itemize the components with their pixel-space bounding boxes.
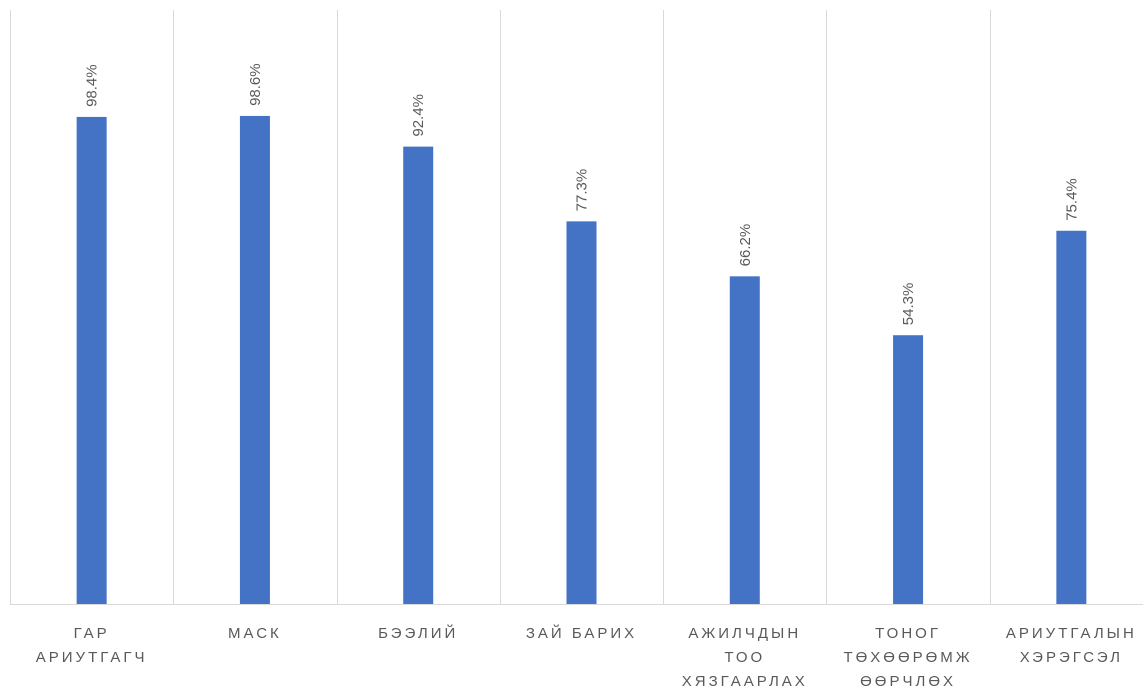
category-label-line: ЗАЙ БАРИХ: [526, 624, 637, 642]
data-label: 77.3%: [574, 169, 591, 212]
bar: [403, 146, 434, 604]
category-label-line: ГАР: [74, 625, 110, 642]
category-label-line: БЭЭЛИЙ: [378, 624, 458, 642]
category-label: ГАР АРИУТГАГЧ: [36, 625, 148, 666]
category-label-line: АРИУТГАГЧ: [36, 649, 148, 666]
category-label: МАСК: [228, 625, 282, 642]
category-label: ТОНОГ ТӨХӨӨРӨМЖ ӨӨРЧЛӨХ: [843, 625, 972, 690]
category-label-line: ХЭРЭГСЭЛ: [1020, 649, 1123, 666]
data-label: 54.3%: [900, 283, 917, 326]
category-label-line: АРИУТГАЛЫН: [1006, 625, 1137, 642]
bar: [1056, 230, 1087, 604]
category-label: АЖИЛЧДЫН ТОО ХЯЗГААРЛАХ: [682, 625, 808, 690]
category-label-line: АЖИЛЧДЫН: [688, 625, 801, 642]
data-label: 98.6%: [247, 63, 264, 106]
bar: [76, 116, 107, 605]
data-label: 75.4%: [1063, 178, 1080, 221]
bar: [893, 335, 924, 604]
category-label-line: ТӨХӨӨРӨМЖ: [843, 649, 972, 666]
data-label: 66.2%: [737, 224, 754, 267]
bar: [239, 115, 270, 605]
category-label: ЗАЙ БАРИХ: [526, 624, 637, 642]
data-label: 92.4%: [410, 94, 427, 137]
category-label-line: ХЯЗГААРЛАХ: [682, 673, 808, 690]
category-label-line: ӨӨРЧЛӨХ: [860, 673, 956, 690]
bar: [566, 221, 597, 605]
category-label-line: МАСК: [228, 625, 282, 642]
category-label-line: ТОО: [724, 649, 765, 666]
category-label: АРИУТГАЛЫН ХЭРЭГСЭЛ: [1006, 625, 1137, 666]
bar: [729, 276, 760, 604]
category-label-line: ТОНОГ: [875, 625, 941, 642]
category-label: БЭЭЛИЙ: [378, 624, 458, 642]
data-label: 98.4%: [84, 64, 101, 107]
